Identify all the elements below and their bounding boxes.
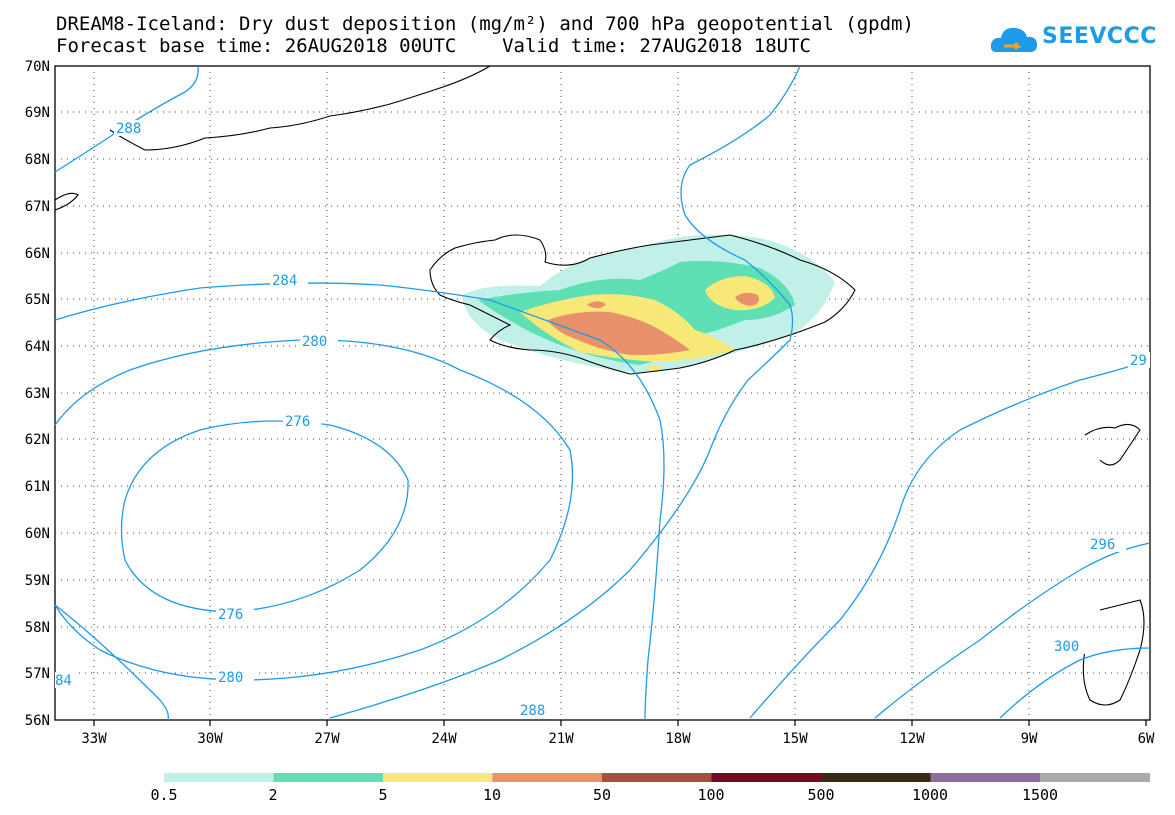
contour-280: [54, 339, 574, 681]
colorbar-label: 500: [807, 786, 834, 804]
colorbar-label: 1000: [912, 786, 948, 804]
contour-296: [874, 542, 1151, 719]
colorbar-labels: 0.5 2 5 10 50 100 500 1000 1500: [150, 786, 1058, 804]
lat-label: 70N: [25, 59, 50, 75]
contour-300: [999, 647, 1151, 719]
dust-level-10-north: [735, 292, 759, 306]
colorbar-label: 100: [697, 786, 724, 804]
contour-label: 280: [302, 334, 327, 350]
contour-label: 288: [520, 703, 545, 719]
dust-deposition-field: [462, 234, 835, 373]
colorbar-swatch: [711, 773, 822, 782]
colorbar-label: 0.5: [150, 786, 177, 804]
lat-label: 64N: [25, 339, 50, 355]
lon-label: 6W: [1138, 731, 1155, 747]
lon-label: 21W: [548, 731, 574, 747]
colorbar-label: 5: [378, 786, 387, 804]
lat-label: 67N: [25, 199, 50, 215]
colorbar-label: 2: [268, 786, 277, 804]
colorbar-swatch: [821, 773, 931, 782]
dust-level-10-west: [587, 301, 606, 309]
contour-labels: 288 284 280 276 276 280 288 296 300 29 8…: [55, 120, 1150, 719]
greenland-coast: [109, 65, 491, 151]
colorbar-swatch: [273, 773, 384, 782]
contour-label: 276: [285, 414, 310, 430]
lon-label: 15W: [782, 731, 808, 747]
map-title: DREAM8-Iceland: Dry dust deposition (mg/…: [56, 13, 914, 35]
contour-label: 296: [1090, 537, 1115, 553]
contour-label: 288: [116, 121, 141, 137]
lat-label: 61N: [25, 479, 50, 495]
colorbar-swatch: [930, 773, 1041, 782]
gridlines: [55, 66, 1150, 720]
map-subtitle: Forecast base time: 26AUG2018 00UTC Vali…: [56, 35, 811, 57]
cloud-logo-icon: [990, 27, 1037, 52]
lat-label: 63N: [25, 386, 50, 402]
colorbar-swatch: [602, 773, 712, 782]
lon-label: 27W: [314, 731, 340, 747]
contour-label: 84: [55, 673, 72, 689]
contour-288: [329, 65, 801, 719]
latitude-labels: 70N 69N 68N 67N 66N 65N 64N 63N 62N 61N …: [25, 59, 50, 729]
iceland-coast: [429, 234, 856, 375]
lat-label: 66N: [25, 246, 50, 262]
contour-label: 280: [218, 670, 243, 686]
lat-label: 59N: [25, 573, 50, 589]
lat-label: 68N: [25, 152, 50, 168]
lat-label: 69N: [25, 105, 50, 121]
coastlines: [54, 65, 1145, 706]
colorbar-swatch: [383, 773, 493, 782]
colorbar-label: 50: [593, 786, 611, 804]
contour-label: 276: [218, 607, 243, 623]
dust-level-10: [548, 311, 690, 356]
lat-label: 62N: [25, 432, 50, 448]
colorbar-label: 1500: [1022, 786, 1058, 804]
colorbar-legend: [164, 773, 1150, 782]
logo-text: SEEVCCC: [1042, 24, 1157, 49]
contour-label: 284: [272, 273, 297, 289]
lon-label: 18W: [665, 731, 691, 747]
lat-label: 65N: [25, 292, 50, 308]
contour-284: [54, 282, 665, 721]
lat-label: 58N: [25, 620, 50, 636]
contour-label: 29: [1130, 353, 1147, 369]
geopotential-contours: [54, 65, 1151, 721]
colorbar-swatch: [492, 773, 603, 782]
lon-label: 9W: [1021, 731, 1038, 747]
colorbar-swatch: [164, 773, 274, 782]
lat-label: 60N: [25, 526, 50, 542]
contour-288-north: [54, 65, 199, 173]
longitude-labels: 33W 30W 27W 24W 21W 18W 15W 12W 9W 6W: [81, 731, 1155, 747]
lon-label: 24W: [431, 731, 457, 747]
colorbar-swatch: [1040, 773, 1150, 782]
lon-label: 33W: [81, 731, 107, 747]
lon-label: 12W: [899, 731, 925, 747]
lon-label: 30W: [197, 731, 223, 747]
colorbar-label: 10: [483, 786, 501, 804]
contour-label: 300: [1054, 639, 1079, 655]
contour-276: [120, 420, 409, 613]
lat-label: 56N: [25, 713, 50, 729]
contour-292: [749, 359, 1151, 719]
lat-label: 57N: [25, 666, 50, 682]
